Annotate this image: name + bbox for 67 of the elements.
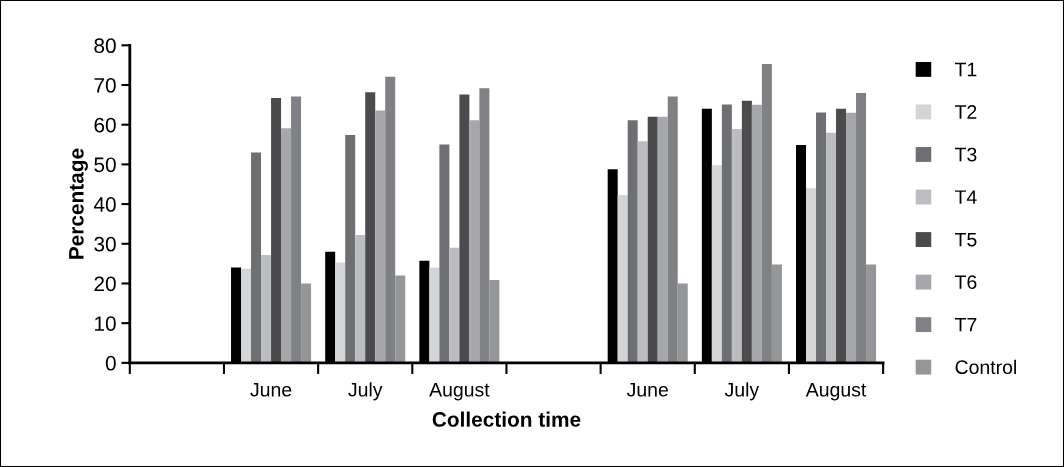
bar <box>301 283 312 363</box>
bar <box>677 283 688 363</box>
bar <box>241 268 252 363</box>
bar <box>866 264 877 363</box>
legend-label: Control <box>955 359 1016 375</box>
bar <box>459 94 470 363</box>
bar <box>856 92 867 363</box>
bar <box>731 129 742 363</box>
bar <box>251 152 262 363</box>
bar <box>826 132 837 363</box>
x-tick-label: August <box>805 383 867 401</box>
bar <box>395 275 406 363</box>
x-tick-label: July <box>724 382 760 401</box>
bar <box>355 235 366 363</box>
legend-label: T7 <box>955 318 977 332</box>
bar <box>647 116 658 363</box>
bar <box>721 104 732 363</box>
y-tick-label: 60 <box>94 117 116 133</box>
bar <box>439 144 450 363</box>
bar <box>761 63 772 363</box>
bar <box>627 120 638 363</box>
y-axis-title: Percentage <box>69 148 88 259</box>
x-tick-label: June <box>250 383 292 397</box>
bar <box>385 76 396 363</box>
bar <box>806 188 817 363</box>
x-tick-label: August <box>429 383 490 401</box>
x-tick-label: June <box>626 383 668 397</box>
bar <box>479 88 490 363</box>
bar <box>657 116 668 363</box>
y-tick-label: 20 <box>94 276 116 292</box>
bar <box>751 104 762 363</box>
y-tick-label: 0 <box>105 355 116 371</box>
bar <box>365 92 376 363</box>
bar <box>836 108 847 363</box>
y-tick-label: 30 <box>94 236 116 252</box>
legend-label: T6 <box>955 275 977 290</box>
bar <box>711 165 722 363</box>
y-tick-label: 50 <box>94 157 116 173</box>
bar <box>816 112 827 363</box>
legend-label: T1 <box>955 62 977 77</box>
x-tick-label: July <box>348 382 383 401</box>
bar <box>345 135 356 363</box>
bar <box>261 254 272 363</box>
y-tick-label: 10 <box>95 316 116 331</box>
bar <box>637 141 648 363</box>
y-tick-label: 40 <box>93 197 116 212</box>
x-axis-title: Collection time <box>432 411 581 427</box>
bar <box>741 100 752 363</box>
y-tick-label: 80 <box>94 38 116 54</box>
bar <box>271 98 282 363</box>
bar <box>846 112 857 363</box>
legend-label: T2 <box>955 105 977 119</box>
bar <box>429 267 440 363</box>
bar <box>375 110 386 363</box>
bar <box>449 247 460 363</box>
bar <box>291 96 302 363</box>
bar <box>617 194 628 363</box>
legend-label: T5 <box>955 232 977 247</box>
bar <box>281 128 292 363</box>
bar <box>469 120 480 363</box>
legend-label: T3 <box>955 147 977 162</box>
bar <box>667 96 678 363</box>
bar <box>335 262 346 363</box>
bar <box>489 279 500 363</box>
legend-label: T4 <box>955 190 977 204</box>
y-tick-label: 70 <box>94 78 116 93</box>
bar <box>771 264 782 363</box>
